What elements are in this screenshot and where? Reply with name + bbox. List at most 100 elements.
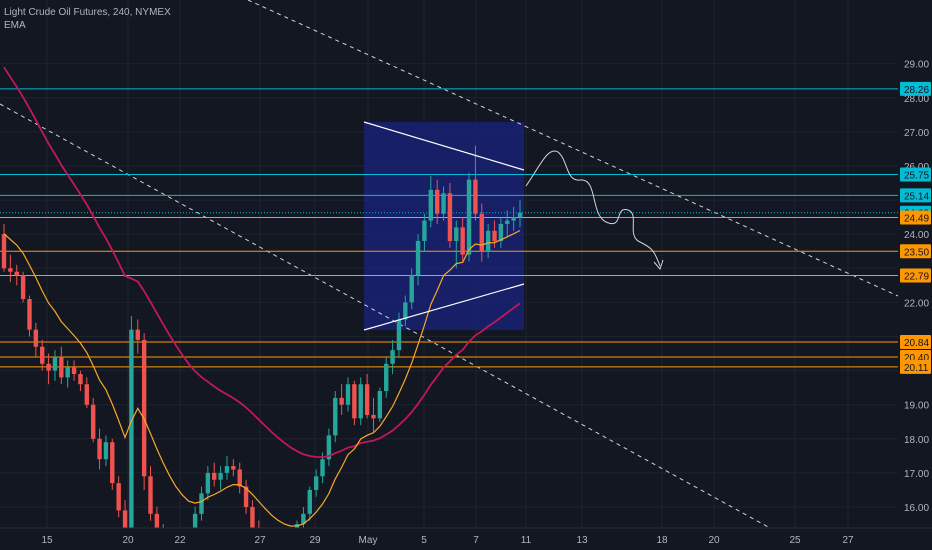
price-badge-bg [900,210,931,225]
candle [454,220,459,269]
candle-body [479,213,484,252]
candle-body [466,179,472,255]
candle [447,183,453,248]
candle-body [52,356,58,371]
x-tick-label: 27 [254,535,266,546]
price-badge-text: 20.40 [904,353,929,364]
candle-body [237,469,242,487]
triangle-pattern [363,121,525,331]
triangle-lower-line [363,283,525,331]
candle-body [333,397,338,436]
candle [205,466,211,501]
candle-body [345,384,351,405]
ema-slow-line [3,66,521,459]
y-tick-label: 26.00 [904,162,929,173]
price-badge-bg [900,188,931,203]
candle-body [517,212,523,218]
candle [212,462,217,487]
candle-body [1,234,7,269]
candle-body [403,302,408,320]
candle-body [511,217,516,221]
candle-body [103,442,109,460]
candle [90,397,96,443]
x-tick-label: 18 [656,535,668,546]
candle-body [20,275,26,299]
candle [218,466,223,490]
candle-body [65,367,70,378]
triangle-upper-line [363,121,525,171]
candle-body [505,220,510,224]
candle [428,176,434,228]
price-label-badge: 23.50 [900,244,931,259]
candle [224,455,230,480]
candle [148,466,153,521]
candle-body [301,513,306,525]
y-tick-label: 22.00 [904,298,929,309]
y-tick-label: 24.00 [904,230,929,241]
x-tick-label: 25 [789,535,801,546]
candle [84,377,90,409]
candle [505,210,510,238]
y-tick-label: 18.00 [904,435,929,446]
candle-body [8,268,13,272]
candle [377,387,383,422]
candle-body [384,363,389,392]
time-axis: 15 20 22 27 29 May 5 7 11 13 18 20 25 27 [0,527,932,550]
candle [301,507,306,531]
symbol-title: Light Crude Oil Futures, 240, NYMEX [4,7,171,18]
candle-body [71,367,77,375]
candle-body [320,459,325,477]
candle [415,234,421,286]
y-tick-label: 19.00 [904,401,929,412]
price-label-badge: 20.11 [900,359,931,374]
candle-body [473,179,478,214]
candle [473,145,478,221]
candle [358,377,363,426]
projection-arrowhead [653,259,664,270]
x-tick-label: 20 [708,535,720,546]
candle [237,462,242,494]
price-badge-bg [900,359,931,374]
candle-body [415,241,421,276]
price-label-badge: 24.49 [900,210,931,225]
price-label-badge: 25.14 [900,188,931,203]
candle-body [307,489,312,514]
candle-body [218,472,223,480]
candle-body [434,189,440,214]
candle [307,486,312,521]
candle [384,356,389,398]
candle-body [154,513,160,535]
candle-body [485,230,491,252]
y-tick-label: 27.00 [904,128,929,139]
candle-body [326,435,332,460]
candle-body [243,486,249,507]
candle-body [46,363,51,371]
candle [333,391,338,443]
candle [199,486,204,521]
x-tick-label: 7 [473,535,479,546]
candle-body [498,223,504,242]
candle-body [90,404,96,439]
candle-body [352,384,357,419]
upper-dashed-trendline [247,0,899,297]
candle [339,384,344,415]
candle-body [33,329,39,347]
candle [40,339,45,371]
candle [116,476,121,518]
candle [14,264,19,286]
price-badge-text: 28.26 [904,85,929,96]
candle [326,428,332,467]
price-badge-text: 23.50 [904,247,929,258]
candle [243,479,249,514]
candle [403,295,408,327]
candle-body [454,227,459,242]
candle [479,203,484,262]
candle [141,333,147,490]
price-badge-text: 25.14 [904,191,929,202]
indicator-label: EMA [4,20,26,31]
candle-body [377,391,383,419]
price-badge-text: 22.79 [904,271,929,282]
candle [97,428,102,470]
candle-body [396,319,402,351]
